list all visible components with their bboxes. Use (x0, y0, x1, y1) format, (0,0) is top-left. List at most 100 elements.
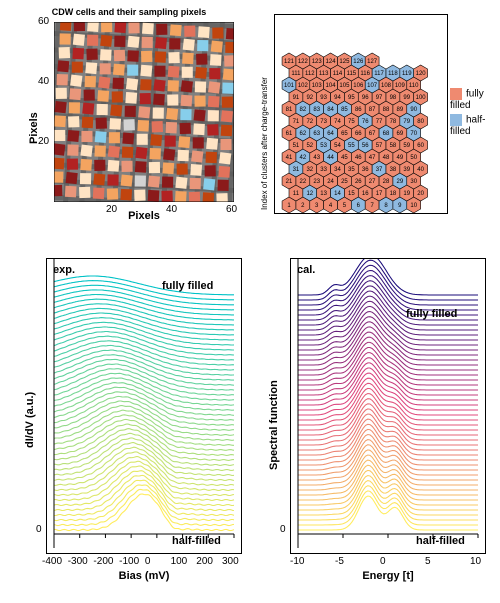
svg-text:45: 45 (341, 155, 348, 161)
tl-ytick: 20 (38, 136, 49, 147)
svg-text:35: 35 (348, 167, 355, 173)
svg-text:72: 72 (306, 119, 313, 125)
bl-tag: exp. (53, 264, 75, 276)
svg-text:31: 31 (293, 167, 300, 173)
svg-text:20: 20 (417, 191, 424, 197)
br-xtick: 0 (380, 556, 386, 567)
svg-text:78: 78 (390, 119, 397, 125)
svg-text:77: 77 (376, 119, 383, 125)
tl-xlabel: Pixels (54, 210, 234, 222)
svg-text:126: 126 (353, 59, 364, 65)
svg-text:42: 42 (300, 155, 307, 161)
bl-ylabel: dI/dV (a.u.) (24, 392, 36, 448)
svg-text:26: 26 (355, 179, 362, 185)
svg-text:44: 44 (327, 155, 334, 161)
svg-text:110: 110 (409, 83, 419, 89)
cdw-pixel-image (54, 22, 234, 202)
svg-text:102: 102 (298, 83, 309, 89)
svg-text:91: 91 (293, 95, 300, 101)
svg-text:109: 109 (395, 83, 406, 89)
svg-text:18: 18 (390, 191, 397, 197)
svg-text:28: 28 (383, 179, 390, 185)
svg-text:23: 23 (313, 179, 320, 185)
panel-cdw-pixels: CDW cells and their sampling pixels Pixe… (24, 14, 234, 236)
svg-text:62: 62 (300, 131, 307, 137)
svg-text:97: 97 (376, 95, 383, 101)
svg-text:65: 65 (341, 131, 348, 137)
bl-xtick: 100 (171, 556, 188, 567)
bl-xtick: -200 (93, 556, 113, 567)
svg-text:52: 52 (306, 143, 313, 149)
svg-text:60: 60 (417, 143, 424, 149)
svg-text:96: 96 (362, 95, 369, 101)
svg-text:104: 104 (326, 83, 337, 89)
svg-text:16: 16 (362, 191, 369, 197)
svg-text:86: 86 (355, 107, 362, 113)
svg-text:80: 80 (417, 119, 424, 125)
svg-text:67: 67 (369, 131, 376, 137)
svg-text:79: 79 (403, 119, 410, 125)
tl-xtick: 40 (166, 204, 177, 215)
svg-text:121: 121 (284, 59, 295, 65)
svg-text:73: 73 (320, 119, 327, 125)
svg-text:49: 49 (397, 155, 404, 161)
tl-ytick: 40 (38, 76, 49, 87)
svg-text:122: 122 (298, 59, 309, 65)
panel-exp-waterfall: exp. fully filled half-filled Bias (mV) … (24, 258, 242, 588)
svg-text:127: 127 (367, 59, 378, 65)
svg-text:71: 71 (293, 119, 300, 125)
cal-waterfall-svg (290, 258, 486, 554)
svg-text:118: 118 (388, 71, 398, 77)
svg-text:10: 10 (410, 203, 417, 209)
br-xtick: -10 (290, 556, 304, 567)
svg-text:64: 64 (327, 131, 334, 137)
svg-text:84: 84 (327, 107, 334, 113)
svg-text:75: 75 (348, 119, 355, 125)
bl-annot-bot: half-filled (172, 535, 221, 547)
swatch-full (450, 88, 462, 100)
svg-text:13: 13 (320, 191, 327, 197)
br-xtick: 5 (425, 556, 431, 567)
svg-text:50: 50 (410, 155, 417, 161)
svg-text:55: 55 (348, 143, 355, 149)
bl-xtick: -300 (68, 556, 88, 567)
svg-text:101: 101 (284, 83, 295, 89)
br-xlabel: Energy [t] (290, 570, 486, 582)
svg-text:37: 37 (376, 167, 383, 173)
swatch-half (450, 114, 462, 126)
svg-text:98: 98 (390, 95, 397, 101)
svg-text:116: 116 (360, 71, 370, 77)
svg-text:93: 93 (320, 95, 327, 101)
svg-text:115: 115 (347, 71, 357, 77)
svg-text:59: 59 (403, 143, 410, 149)
svg-text:124: 124 (326, 59, 337, 65)
br-ylabel: Spectral function (268, 380, 280, 470)
svg-text:125: 125 (339, 59, 350, 65)
svg-text:43: 43 (313, 155, 320, 161)
svg-text:38: 38 (390, 167, 397, 173)
svg-text:27: 27 (369, 179, 376, 185)
svg-text:69: 69 (397, 131, 404, 137)
svg-text:117: 117 (374, 71, 384, 77)
svg-text:46: 46 (355, 155, 362, 161)
br-xtick: 10 (470, 556, 481, 567)
svg-text:68: 68 (383, 131, 390, 137)
svg-text:36: 36 (362, 167, 369, 173)
bl-xtick: -100 (119, 556, 139, 567)
svg-text:39: 39 (403, 167, 410, 173)
bl-xtick: 200 (196, 556, 213, 567)
svg-text:87: 87 (369, 107, 376, 113)
tr-ylabel: Index of clusters after charge-transfer (260, 77, 269, 210)
svg-text:70: 70 (410, 131, 417, 137)
tl-title: CDW cells and their sampling pixels (24, 7, 234, 17)
br-xtick: -5 (335, 556, 344, 567)
svg-text:112: 112 (305, 71, 315, 77)
svg-text:56: 56 (362, 143, 369, 149)
svg-text:15: 15 (348, 191, 355, 197)
svg-text:54: 54 (334, 143, 341, 149)
panel-cal-waterfall: cal. fully filled half-filled Energy [t]… (268, 258, 486, 588)
svg-text:95: 95 (348, 95, 355, 101)
svg-text:89: 89 (397, 107, 404, 113)
svg-text:29: 29 (397, 179, 404, 185)
svg-text:30: 30 (410, 179, 417, 185)
